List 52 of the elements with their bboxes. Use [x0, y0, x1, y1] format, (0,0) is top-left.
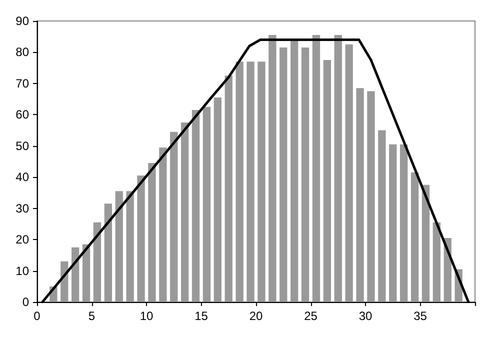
bar — [246, 62, 254, 302]
x-tick-label: 35 — [414, 309, 428, 323]
bar — [224, 76, 232, 302]
x-tick-label: 25 — [304, 309, 318, 323]
bar — [345, 44, 353, 302]
bar — [334, 35, 342, 302]
bar — [214, 97, 222, 302]
bar — [301, 48, 310, 302]
x-tick-label: 10 — [140, 309, 154, 323]
x-tick-label: 30 — [358, 309, 372, 323]
bar — [258, 62, 266, 302]
bar — [180, 122, 189, 302]
bar — [202, 106, 211, 302]
y-tick-label: 40 — [16, 170, 30, 184]
bar — [159, 147, 167, 302]
y-tick-label: 70 — [16, 76, 30, 90]
bar — [422, 184, 430, 302]
bar — [280, 48, 288, 302]
bar — [71, 247, 80, 302]
y-tick-label: 90 — [16, 14, 30, 28]
bar — [236, 62, 244, 302]
bar — [93, 222, 102, 302]
bar — [290, 40, 298, 302]
bar — [389, 144, 397, 302]
bar — [170, 132, 178, 302]
bar — [126, 191, 134, 302]
bar — [378, 130, 386, 302]
bar — [137, 176, 145, 302]
bar — [148, 163, 156, 302]
bar — [82, 244, 90, 302]
x-tick-label: 15 — [194, 309, 208, 323]
bar — [356, 88, 364, 302]
y-tick-label: 0 — [22, 295, 30, 309]
y-tick-label: 20 — [16, 232, 30, 247]
bar — [268, 35, 276, 302]
y-tick-label: 50 — [16, 138, 30, 153]
bar — [400, 144, 408, 302]
y-tick-label: 30 — [16, 201, 30, 216]
y-tick-label: 80 — [16, 45, 30, 60]
bar — [432, 222, 441, 302]
bar — [323, 60, 332, 302]
bar — [115, 191, 123, 302]
x-tick-label: 0 — [34, 309, 41, 323]
x-tick-label: 5 — [88, 309, 96, 323]
bar — [367, 91, 375, 302]
y-tick-label: 60 — [16, 108, 30, 122]
bar — [104, 204, 112, 302]
bar — [410, 172, 419, 302]
bar — [192, 110, 200, 302]
bar — [312, 35, 320, 302]
y-tick-label: 10 — [16, 264, 30, 278]
x-tick-label: 20 — [249, 309, 263, 323]
